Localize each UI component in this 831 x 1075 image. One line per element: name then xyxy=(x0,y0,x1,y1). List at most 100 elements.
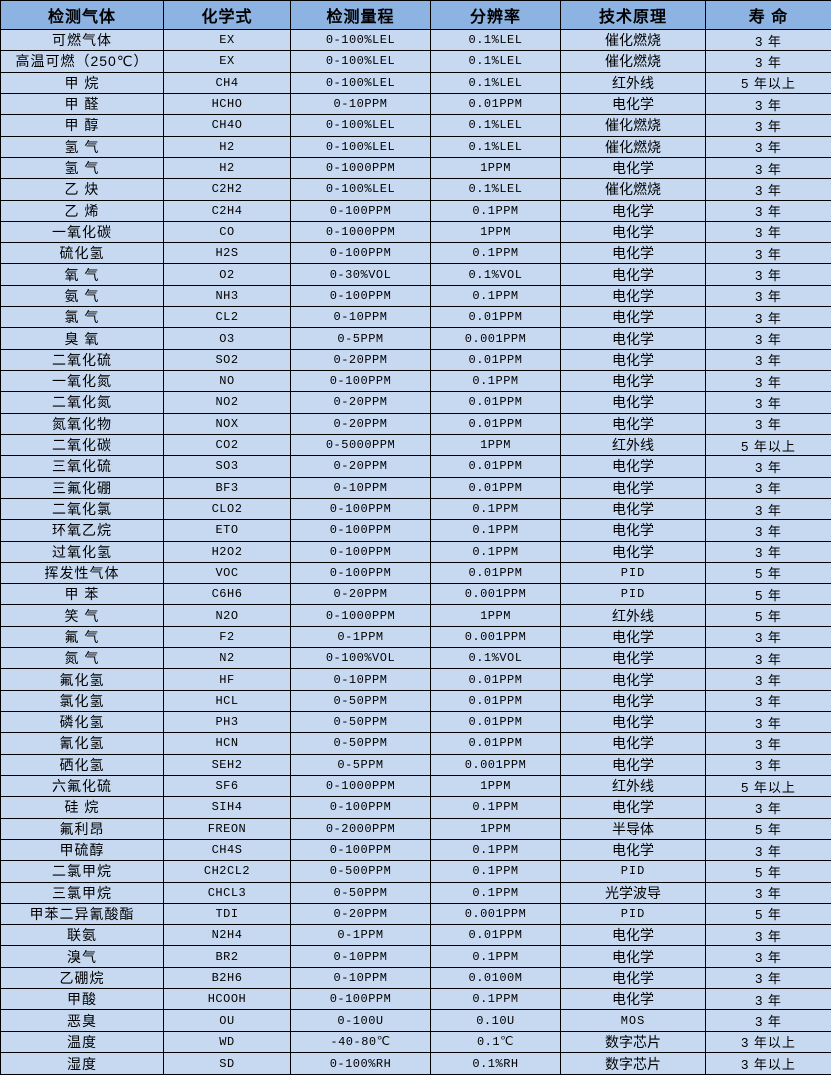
cell-lifetime: 3 年 xyxy=(705,881,831,904)
cell-lifetime: 3 年 xyxy=(705,114,831,137)
cell-lifetime: 3 年 xyxy=(705,263,831,286)
cell-technology: 光学波导 xyxy=(560,881,706,904)
cell-technology: 电化学 xyxy=(560,369,706,393)
column-header-technology: 技术原理 xyxy=(560,0,706,30)
cell-detection-range: 0-100%RH xyxy=(290,1052,431,1075)
table-row: 甲 烷 CH4 0-100%LEL 0.1%LEL 红外线 5 年以上 xyxy=(0,71,831,94)
cell-resolution: 0.1PPM xyxy=(430,945,561,968)
cell-gas: 甲 烷 xyxy=(0,71,164,94)
cell-detection-range: 0-50PPM xyxy=(290,689,431,713)
cell-formula: CO2 xyxy=(163,433,291,457)
cell-lifetime: 3 年 xyxy=(705,242,831,265)
cell-detection-range: 0-5PPM xyxy=(290,327,431,350)
cell-formula: TDI xyxy=(163,902,291,926)
cell-detection-range: 0-100PPM xyxy=(290,838,431,862)
cell-technology: 电化学 xyxy=(560,668,706,691)
cell-resolution: 0.1%LEL xyxy=(430,28,561,52)
cell-formula: HCHO xyxy=(163,92,291,116)
cell-resolution: 1PPM xyxy=(430,774,561,798)
cell-technology: 电化学 xyxy=(560,92,706,116)
cell-detection-range: 0-1PPM xyxy=(290,924,431,947)
cell-formula: EX xyxy=(163,28,291,52)
cell-technology: 催化燃烧 xyxy=(560,50,706,73)
table-row: 二氧化硫 SO2 0-20PPM 0.01PPM 电化学 3 年 xyxy=(0,348,831,372)
cell-resolution: 0.01PPM xyxy=(430,732,561,755)
cell-formula: SF6 xyxy=(163,774,291,798)
cell-detection-range: 0-1000PPM xyxy=(290,604,431,627)
cell-detection-range: 0-10PPM xyxy=(290,945,431,968)
column-header-range: 检测量程 xyxy=(290,0,431,30)
cell-technology: 电化学 xyxy=(560,796,706,819)
table-row: 溴气 BR2 0-10PPM 0.1PPM 电化学 3 年 xyxy=(0,945,831,968)
cell-detection-range: 0-100PPM xyxy=(290,284,431,308)
cell-resolution: 0.1%LEL xyxy=(430,50,561,73)
table-row: 恶臭 OU 0-100U 0.10U MOS 3 年 xyxy=(0,1009,831,1032)
cell-detection-range: 0-10PPM xyxy=(290,476,431,499)
cell-detection-range: 0-100%LEL xyxy=(290,114,431,137)
cell-formula: HCN xyxy=(163,732,291,755)
cell-resolution: 0.1PPM xyxy=(430,881,561,904)
cell-gas: 湿度 xyxy=(0,1052,164,1075)
table-row: 硅 烷 SIH4 0-100PPM 0.1PPM 电化学 3 年 xyxy=(0,796,831,819)
cell-resolution: 0.01PPM xyxy=(430,710,561,734)
cell-detection-range: 0-100PPM xyxy=(290,497,431,521)
cell-detection-range: 0-50PPM xyxy=(290,732,431,755)
cell-lifetime: 5 年以上 xyxy=(705,774,831,798)
table-row: 一氧化碳 CO 0-1000PPM 1PPM 电化学 3 年 xyxy=(0,220,831,244)
cell-resolution: 1PPM xyxy=(430,817,561,840)
cell-gas: 氢 气 xyxy=(0,135,164,158)
cell-lifetime: 3 年 xyxy=(705,476,831,499)
cell-technology: 电化学 xyxy=(560,156,706,180)
cell-gas: 一氧化氮 xyxy=(0,369,164,393)
cell-technology: 电化学 xyxy=(560,306,706,329)
cell-detection-range: 0-20PPM xyxy=(290,455,431,478)
cell-technology: 催化燃烧 xyxy=(560,28,706,52)
cell-gas: 温度 xyxy=(0,1030,164,1054)
cell-gas: 二氧化氮 xyxy=(0,391,164,414)
column-header-resolution: 分辨率 xyxy=(430,0,561,30)
cell-technology: 电化学 xyxy=(560,753,706,776)
table-row: 二氯甲烷 CH2CL2 0-500PPM 0.1PPM PID 5 年 xyxy=(0,860,831,883)
cell-lifetime: 3 年 xyxy=(705,50,831,73)
table-row: 氯 气 CL2 0-10PPM 0.01PPM 电化学 3 年 xyxy=(0,306,831,329)
cell-technology: 电化学 xyxy=(560,263,706,286)
cell-gas: 氨 气 xyxy=(0,284,164,308)
table-row: 乙 烯 C2H4 0-100PPM 0.1PPM 电化学 3 年 xyxy=(0,199,831,222)
cell-resolution: 0.1PPM xyxy=(430,519,561,542)
cell-detection-range: 0-10PPM xyxy=(290,668,431,691)
cell-technology: 电化学 xyxy=(560,689,706,713)
cell-formula: NH3 xyxy=(163,284,291,308)
cell-resolution: 0.1%LEL xyxy=(430,178,561,201)
table-row: 氧 气 O2 0-30%VOL 0.1%VOL 电化学 3 年 xyxy=(0,263,831,286)
cell-lifetime: 3 年 xyxy=(705,391,831,414)
cell-gas: 氮 气 xyxy=(0,647,164,670)
cell-technology: 半导体 xyxy=(560,817,706,840)
cell-gas: 氟化氢 xyxy=(0,668,164,691)
table-row: 笑 气 N2O 0-1000PPM 1PPM 红外线 5 年 xyxy=(0,604,831,627)
cell-resolution: 0.1PPM xyxy=(430,497,561,521)
cell-formula: SIH4 xyxy=(163,796,291,819)
cell-detection-range: 0-1PPM xyxy=(290,625,431,649)
cell-lifetime: 3 年 xyxy=(705,796,831,819)
cell-gas: 氢 气 xyxy=(0,156,164,180)
cell-detection-range: 0-100%LEL xyxy=(290,50,431,73)
cell-gas: 硫化氢 xyxy=(0,242,164,265)
cell-detection-range: 0-20PPM xyxy=(290,902,431,926)
cell-formula: H2O2 xyxy=(163,540,291,563)
cell-resolution: 0.1PPM xyxy=(430,242,561,265)
cell-technology: 电化学 xyxy=(560,945,706,968)
cell-resolution: 0.10U xyxy=(430,1009,561,1032)
table-body: 可燃气体 EX 0-100%LEL 0.1%LEL 催化燃烧 3 年高温可燃（250℃） E… xyxy=(0,28,831,1075)
cell-formula: BF3 xyxy=(163,476,291,499)
cell-technology: 电化学 xyxy=(560,412,706,435)
cell-detection-range: 0-1000PPM xyxy=(290,156,431,180)
cell-lifetime: 3 年 xyxy=(705,28,831,52)
cell-formula: HCOOH xyxy=(163,988,291,1011)
cell-technology: 催化燃烧 xyxy=(560,135,706,158)
cell-detection-range: 0-100PPM xyxy=(290,519,431,542)
cell-formula: C2H2 xyxy=(163,178,291,201)
cell-formula: B2H6 xyxy=(163,966,291,990)
cell-gas: 甲苯二异氰酸酯 xyxy=(0,902,164,926)
cell-detection-range: 0-100PPM xyxy=(290,242,431,265)
cell-technology: PID xyxy=(560,583,706,606)
